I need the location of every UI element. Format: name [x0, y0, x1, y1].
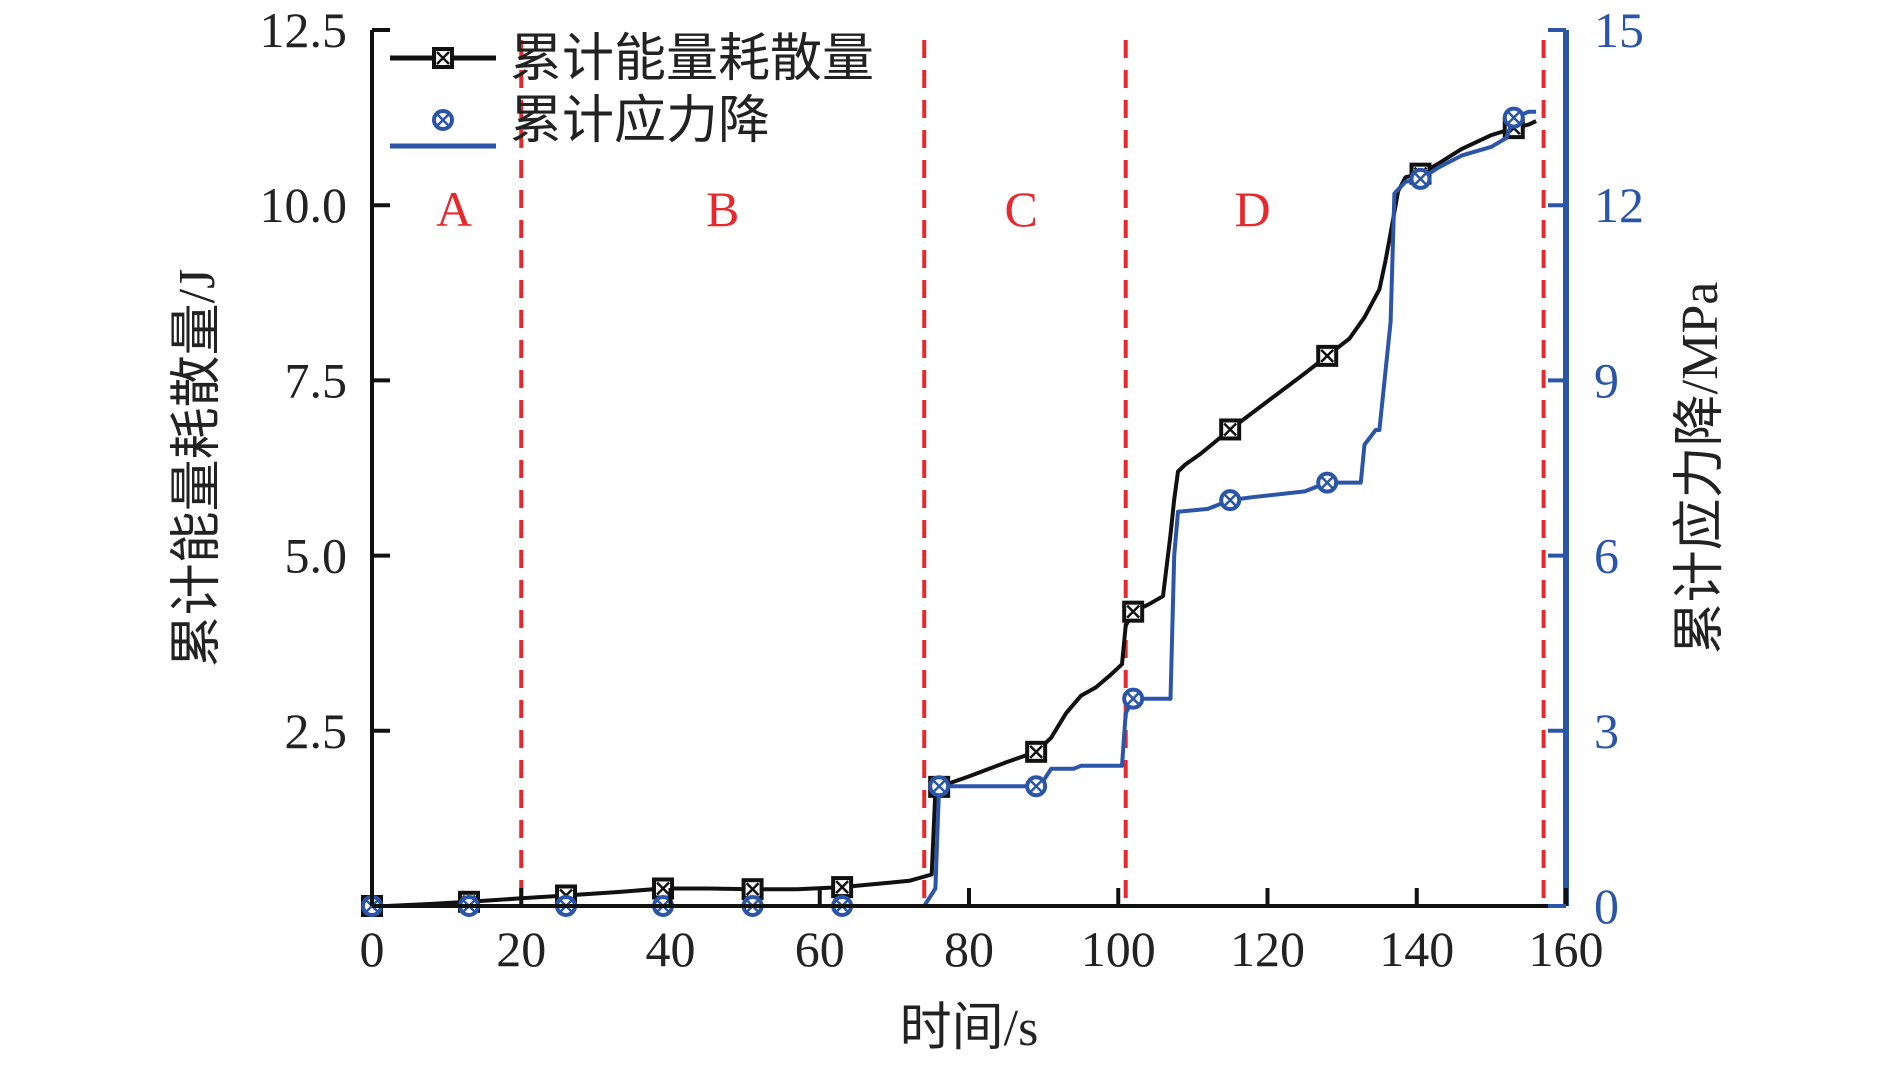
y-tick-label-right: 9: [1594, 352, 1619, 408]
y-tick-label-right: 12: [1594, 177, 1644, 233]
series-1-point: [831, 876, 854, 899]
series-1-point: [1316, 344, 1339, 367]
series-1-point: [1122, 600, 1145, 623]
y-tick-label-left: 7.5: [285, 352, 348, 408]
y-axis-title-left: 累计能量耗散量/J: [169, 269, 226, 668]
series-2-point: [928, 775, 951, 798]
x-tick-label: 80: [944, 921, 994, 977]
x-tick-label: 140: [1379, 921, 1454, 977]
y-tick-label-right: 15: [1594, 2, 1644, 58]
y-tick-label-left: 2.5: [285, 703, 348, 759]
series-2-point: [1219, 489, 1242, 512]
series-2-point: [1409, 167, 1432, 190]
series-2-point: [1502, 106, 1525, 129]
phase-boundary-lines: [519, 40, 1546, 906]
legend-item-2: 累计应力降: [390, 93, 770, 150]
x-tick-label: 120: [1230, 921, 1305, 977]
x-tick-label: 0: [360, 921, 385, 977]
series-line-2: [372, 109, 1537, 908]
phase-labels: A B C D: [436, 181, 1271, 237]
x-tick-label: 40: [646, 921, 696, 977]
y-axis-title-right: 累计应力降/MPa: [1672, 282, 1729, 655]
x-tick-label: 100: [1081, 921, 1156, 977]
phase-label: B: [706, 181, 739, 237]
phase-label: A: [436, 181, 472, 237]
series-1-point: [1025, 740, 1048, 763]
legend-item-1: 累计能量耗散量: [390, 31, 874, 88]
y-tick-label-right: 6: [1594, 528, 1619, 584]
ticks-layer: 0 20 40 60 80 100 120 140 160 2.5 5.0 7.5 10.0 12.5 0 3…: [260, 2, 1645, 977]
phase-label: D: [1235, 181, 1271, 237]
x-tick-label: 160: [1529, 921, 1604, 977]
series-2-point: [1025, 775, 1048, 798]
legend-label: 累计能量耗散量: [510, 31, 874, 88]
series-layer: [361, 106, 1537, 917]
phase-label: C: [1005, 181, 1038, 237]
y-tick-label-left: 12.5: [260, 2, 348, 58]
series-1-point: [1219, 418, 1242, 441]
y-tick-label-right: 3: [1594, 703, 1619, 759]
series-2-point: [1316, 471, 1339, 494]
x-tick-label: 60: [795, 921, 845, 977]
x-axis-title: 时间/s: [900, 1000, 1039, 1057]
y-tick-label-right: 0: [1594, 878, 1619, 934]
series-2-point: [1122, 687, 1145, 710]
y-tick-label-left: 10.0: [260, 177, 348, 233]
x-tick-label: 20: [496, 921, 546, 977]
y-tick-label-left: 5.0: [285, 528, 348, 584]
legend-label: 累计应力降: [510, 93, 770, 150]
